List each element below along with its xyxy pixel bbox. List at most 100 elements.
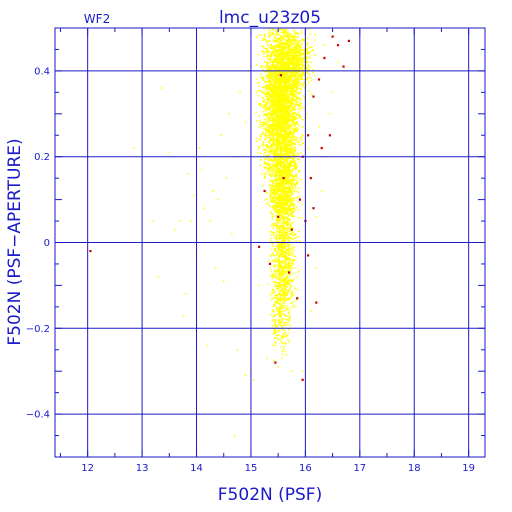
data-point — [289, 191, 292, 193]
data-point — [299, 161, 301, 163]
data-point — [284, 231, 287, 234]
data-point — [290, 302, 292, 304]
data-point — [280, 307, 282, 310]
data-point — [288, 174, 291, 177]
data-point — [298, 77, 300, 79]
data-point — [266, 130, 269, 133]
data-point — [284, 191, 286, 194]
data-point — [282, 243, 285, 245]
data-point — [275, 165, 278, 167]
data-point — [267, 106, 269, 109]
data-point — [290, 105, 293, 108]
data-point — [275, 196, 278, 199]
data-point — [272, 198, 274, 200]
data-point — [288, 219, 291, 222]
data-point — [270, 167, 273, 169]
data-point — [271, 91, 273, 94]
data-point — [272, 243, 274, 245]
data-point — [283, 208, 286, 210]
data-point — [278, 139, 281, 142]
data-point — [279, 274, 281, 276]
data-point — [278, 34, 281, 36]
data-point — [290, 293, 292, 295]
data-point — [292, 165, 295, 167]
data-point — [292, 254, 295, 257]
data-point — [275, 173, 277, 175]
data-point — [285, 173, 287, 176]
data-point — [277, 210, 279, 213]
data-point — [280, 57, 283, 59]
data-point — [288, 139, 291, 142]
data-point — [268, 80, 270, 83]
data-point — [282, 95, 285, 97]
data-point — [283, 129, 286, 132]
data-point — [285, 212, 287, 215]
data-point — [268, 169, 271, 172]
data-point — [270, 101, 273, 103]
data-point — [284, 104, 286, 106]
data-point — [271, 128, 273, 131]
data-point — [276, 285, 278, 288]
data-point — [294, 118, 297, 120]
data-point — [287, 99, 289, 101]
data-point — [290, 144, 292, 146]
data-point — [297, 82, 299, 84]
data-point — [280, 132, 282, 135]
data-point — [288, 290, 290, 292]
data-point — [283, 93, 285, 96]
data-point — [288, 98, 290, 101]
data-point — [280, 285, 282, 287]
data-point — [262, 121, 264, 123]
data-point — [292, 136, 294, 138]
data-point — [263, 70, 266, 73]
data-point — [275, 96, 278, 98]
data-point — [284, 273, 286, 275]
data-point — [267, 202, 269, 204]
data-point — [276, 148, 278, 150]
data-point — [293, 127, 296, 130]
data-point — [266, 203, 268, 205]
data-point — [261, 76, 264, 78]
data-point — [287, 172, 289, 174]
data-point — [282, 106, 284, 108]
data-point — [277, 96, 280, 99]
data-point — [281, 102, 284, 105]
data-point — [294, 98, 297, 101]
data-point — [275, 233, 277, 235]
data-point — [283, 203, 286, 205]
data-point — [283, 228, 286, 231]
data-point — [291, 193, 294, 195]
data-point — [286, 51, 289, 53]
data-point — [276, 97, 279, 99]
data-point — [273, 51, 276, 54]
data-point — [281, 130, 283, 132]
data-point — [277, 277, 279, 280]
data-point — [277, 287, 280, 289]
data-point — [265, 39, 268, 42]
data-point — [272, 190, 275, 192]
data-point — [285, 151, 287, 153]
data-point — [296, 139, 298, 141]
data-point — [280, 227, 283, 229]
data-point — [278, 101, 280, 103]
data-point — [286, 203, 288, 205]
data-point — [276, 154, 279, 157]
data-point — [277, 81, 280, 84]
data-point — [295, 92, 298, 94]
data-point — [278, 141, 280, 143]
data-point — [292, 198, 294, 200]
data-point — [263, 90, 265, 93]
data-point — [276, 151, 278, 153]
data-point — [287, 88, 289, 90]
data-point — [281, 37, 283, 39]
data-point — [296, 127, 298, 129]
data-point — [273, 275, 275, 277]
data-point — [272, 252, 274, 254]
data-point — [271, 103, 273, 105]
data-point — [281, 118, 283, 121]
data-point — [290, 132, 292, 134]
data-point — [261, 39, 264, 41]
data-point — [262, 79, 264, 81]
data-point — [268, 136, 270, 139]
data-point — [266, 171, 269, 173]
